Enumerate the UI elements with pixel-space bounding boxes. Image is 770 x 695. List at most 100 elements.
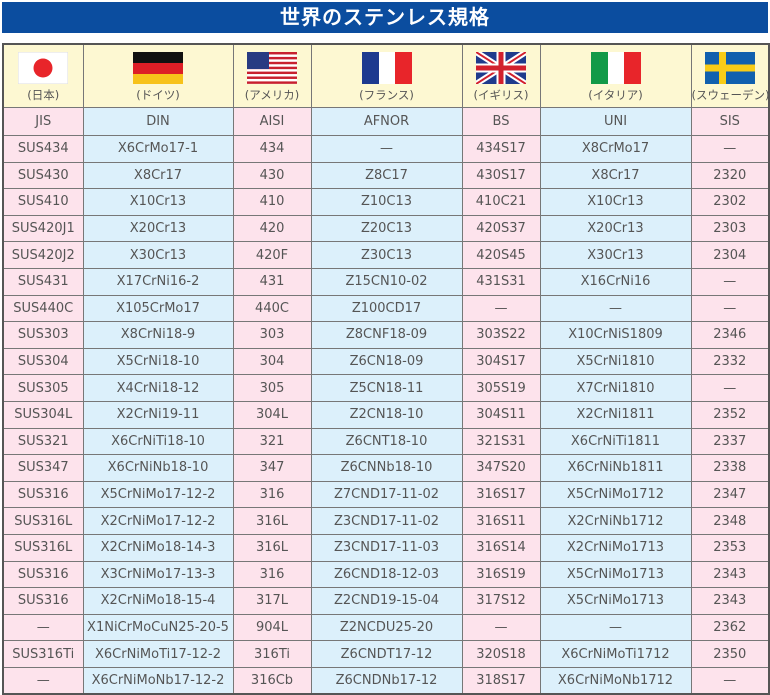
cell-uni: X7CrNi1810 xyxy=(539,374,692,402)
cell-afnor: Z6CNNb18-10 xyxy=(310,454,463,482)
cell-uni: X6CrNiMoTi1712 xyxy=(539,640,692,668)
table-row: SUS420J1 X20Cr13 420 Z20C13 420S37 X20Cr13 230… xyxy=(2,214,770,243)
cell-sis: — xyxy=(690,666,770,695)
cell-din: X6CrNiNb18-10 xyxy=(82,454,234,482)
table-row: SUS430 X8Cr17 430 Z8C17 430S17 X8Cr17 2320 xyxy=(2,161,770,190)
cell-din: X8CrNi18-9 xyxy=(82,321,234,349)
cell-aisi: 304 xyxy=(232,347,312,376)
cell-aisi: 430 xyxy=(232,161,312,190)
standard-header-sis: SIS xyxy=(690,107,770,136)
cell-uni: X10CrNiS1809 xyxy=(539,321,692,349)
cell-sis: 2302 xyxy=(690,188,770,216)
cell-jis: SUS410 xyxy=(2,188,84,216)
country-name: (フランス) xyxy=(359,88,414,102)
cell-aisi: 420 xyxy=(232,214,312,243)
country-name: (スウェーデン) xyxy=(691,88,769,102)
cell-afnor: Z3CND17-11-02 xyxy=(310,507,463,535)
cell-aisi: 316Cb xyxy=(232,666,312,695)
cell-uni: X30Cr13 xyxy=(539,241,692,269)
table-row: SUS316L X2CrNiMo17-12-2 316L Z3CND17-11-02 3… xyxy=(2,507,770,535)
cell-din: X4CrNi18-12 xyxy=(82,374,234,402)
country-name: (アメリカ) xyxy=(244,88,300,102)
country-header-row: (日本) (ドイツ) (アメリカ) (フランス) (イギリス) (イタリア) (スウェーデン… xyxy=(2,43,770,108)
japan-flag-icon xyxy=(18,52,69,84)
italy-flag-icon xyxy=(590,52,641,84)
cell-uni: X5CrNi1810 xyxy=(539,347,692,376)
cell-jis: SUS347 xyxy=(2,454,84,482)
usa-flag-icon xyxy=(247,52,297,84)
stainless-standards-table: (日本) (ドイツ) (アメリカ) (フランス) (イギリス) (イタリア) (スウェーデン… xyxy=(2,43,770,695)
cell-jis: SUS305 xyxy=(2,374,84,402)
table-row: SUS316 X5CrNiMo17-12-2 316 Z7CND17-11-02 316… xyxy=(2,480,770,509)
cell-sis: 2320 xyxy=(690,161,770,190)
cell-bs: 321S31 xyxy=(461,427,541,456)
cell-sis: 2346 xyxy=(690,321,770,349)
cell-sis: 2348 xyxy=(690,507,770,535)
cell-uni: X6CrNiMoNb1712 xyxy=(539,666,692,695)
cell-uni: X16CrNi16 xyxy=(539,267,692,296)
cell-din: X30Cr13 xyxy=(82,241,234,269)
cell-afnor: Z8C17 xyxy=(310,161,463,190)
cell-afnor: Z100CD17 xyxy=(310,294,463,323)
cell-jis: SUS434 xyxy=(2,135,84,163)
cell-din: X6CrNiTi18-10 xyxy=(82,427,234,456)
cell-jis: SUS420J1 xyxy=(2,214,84,243)
cell-jis: SUS440C xyxy=(2,294,84,323)
table-row: — X1NiCrMoCuN25-20-5 904L Z2NCDU25-20— —2362 xyxy=(2,613,770,642)
table-row: SUS321 X6CrNiTi18-10 321 Z6CNT18-10 321S31 X6… xyxy=(2,427,770,456)
cell-jis: SUS431 xyxy=(2,267,84,296)
cell-bs: 316S17 xyxy=(461,480,541,509)
cell-uni: X6CrNiNb1811 xyxy=(539,454,692,482)
cell-sis: 2303 xyxy=(690,214,770,243)
cell-afnor: Z6CNDT17-12 xyxy=(310,640,463,668)
table-row: SUS316 X3CrNiMo17-13-3 316 Z6CND18-12-03 316… xyxy=(2,560,770,589)
country-name: (イギリス) xyxy=(473,88,529,102)
cell-aisi: 410 xyxy=(232,188,312,216)
cell-bs: 303S22 xyxy=(461,321,541,349)
country-name: (ドイツ) xyxy=(136,88,180,102)
cell-sis: 2350 xyxy=(690,640,770,668)
cell-sis: 2362 xyxy=(690,613,770,642)
sweden-flag-icon xyxy=(704,52,755,84)
cell-afnor: Z15CN10-02 xyxy=(310,267,463,296)
cell-aisi: 440C xyxy=(232,294,312,323)
table-row: SUS420J2 X30Cr13 420F Z30C13 420S45 X30Cr13 23… xyxy=(2,241,770,269)
cell-bs: 304S17 xyxy=(461,347,541,376)
cell-aisi: 304L xyxy=(232,400,312,429)
cell-jis: SUS316L xyxy=(2,533,84,562)
cell-bs: 420S45 xyxy=(461,241,541,269)
country-header-cell: (ドイツ) xyxy=(82,43,234,108)
table-row: SUS316L X2CrNiMo18-14-3 316L Z3CND17-11-03 3… xyxy=(2,533,770,562)
cell-bs: — xyxy=(461,613,541,642)
cell-bs: 316S14 xyxy=(461,533,541,562)
cell-aisi: 303 xyxy=(232,321,312,349)
cell-jis: — xyxy=(2,666,84,695)
cell-sis: 2332 xyxy=(690,347,770,376)
cell-uni: X20Cr13 xyxy=(539,214,692,243)
table-row: SUS440C X105CrMo17 440C Z100CD17— — — xyxy=(2,294,770,323)
cell-din: X5CrNiMo17-12-2 xyxy=(82,480,234,509)
standard-header-din: DIN xyxy=(82,107,234,136)
table-row: SUS316 X2CrNiMo18-15-4 317L Z2CND19-15-04 31… xyxy=(2,587,770,615)
cell-afnor: Z3CND17-11-03 xyxy=(310,533,463,562)
cell-uni: — xyxy=(539,294,692,323)
cell-aisi: 321 xyxy=(232,427,312,456)
cell-uni: X10Cr13 xyxy=(539,188,692,216)
country-name: (日本) xyxy=(27,88,60,102)
cell-afnor: Z6CNDNb17-12 xyxy=(310,666,463,695)
cell-jis: SUS316 xyxy=(2,587,84,615)
cell-din: X6CrNiMoTi17-12-2 xyxy=(82,640,234,668)
cell-afnor: Z2CND19-15-04 xyxy=(310,587,463,615)
cell-sis: — xyxy=(690,135,770,163)
cell-bs: 347S20 xyxy=(461,454,541,482)
cell-uni: X2CrNi1811 xyxy=(539,400,692,429)
cell-sis: 2353 xyxy=(690,533,770,562)
cell-jis: SUS304 xyxy=(2,347,84,376)
cell-uni: X8CrMo17 xyxy=(539,135,692,163)
cell-sis: 2304 xyxy=(690,241,770,269)
cell-bs: — xyxy=(461,294,541,323)
cell-afnor: Z5CN18-11 xyxy=(310,374,463,402)
cell-jis: SUS316Ti xyxy=(2,640,84,668)
cell-bs: 410C21 xyxy=(461,188,541,216)
cell-uni: X5CrNiMo1713 xyxy=(539,560,692,589)
